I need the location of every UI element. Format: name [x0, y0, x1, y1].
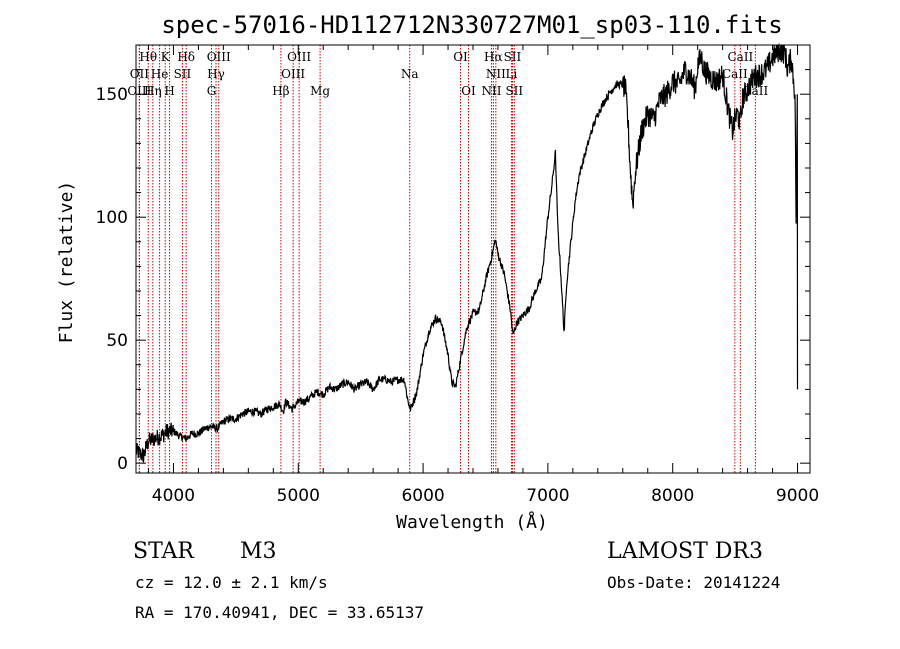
x-tick-label: 6000 [401, 486, 444, 506]
line-label-6: SII [174, 67, 192, 81]
x-tick-label: 8000 [651, 486, 694, 506]
y-tick-label: 0 [117, 454, 128, 474]
axis-ticks: 4000 5000 6000 7000 8000 9000 0 50 100 150 [96, 45, 819, 506]
line-label-19: Hα [484, 50, 503, 64]
coordinates: RA = 170.40941, DEC = 33.65137 [135, 603, 424, 622]
line-label-10: Hγ [207, 67, 225, 81]
line-label-8: Hδ [177, 50, 195, 64]
y-tick-label: 50 [106, 331, 128, 351]
line-label-3: He [151, 67, 169, 81]
object-type: STAR [133, 539, 194, 564]
line-label-1: OII [130, 67, 150, 81]
x-tick-label: 5000 [277, 486, 320, 506]
obs-date: Obs-Date: 20141224 [607, 573, 781, 592]
y-tick-label: 100 [96, 208, 128, 228]
line-label-11: G [207, 84, 217, 98]
spectral-subclass: M3 [240, 539, 277, 564]
spectral-line-markers [138, 45, 756, 473]
x-tick-label: 4000 [152, 486, 195, 506]
line-label-22: Li [506, 67, 518, 81]
line-label-15: Mg [310, 84, 330, 98]
line-label-23: NII [481, 84, 501, 98]
line-label-24: SII [505, 84, 523, 98]
line-label-20: SII [504, 50, 522, 64]
survey-name: LAMOST DR3 [607, 539, 763, 564]
x-tick-label: 9000 [776, 486, 819, 506]
line-label-0: Hθ [139, 50, 157, 64]
line-label-25: CaII [727, 50, 753, 64]
redshift-value: cz = 12.0 ± 2.1 km/s [135, 573, 328, 592]
chart-title: spec-57016-HD112712N330727M01_sp03-110.f… [161, 11, 782, 39]
line-label-17: OI [453, 50, 468, 64]
y-axis-label: Flux (relative) [56, 181, 77, 344]
line-label-26: CaII [722, 67, 748, 81]
line-label-16: Na [401, 67, 419, 81]
line-label-21: NII [486, 67, 506, 81]
y-tick-label: 150 [96, 85, 128, 105]
line-label-5: K [161, 50, 171, 64]
x-tick-label: 7000 [526, 486, 569, 506]
line-label-14: OIII [281, 67, 305, 81]
line-label-7: H [164, 84, 174, 98]
plot-frame [135, 44, 811, 474]
spectrum-line [135, 42, 799, 463]
line-label-13: OIII [287, 50, 311, 64]
line-label-9: OIII [207, 50, 231, 64]
line-label-18: OI [461, 84, 476, 98]
x-axis-label: Wavelength (Å) [396, 511, 548, 533]
line-label-4: Hη [144, 84, 162, 98]
line-label-12: Hβ [272, 84, 289, 98]
